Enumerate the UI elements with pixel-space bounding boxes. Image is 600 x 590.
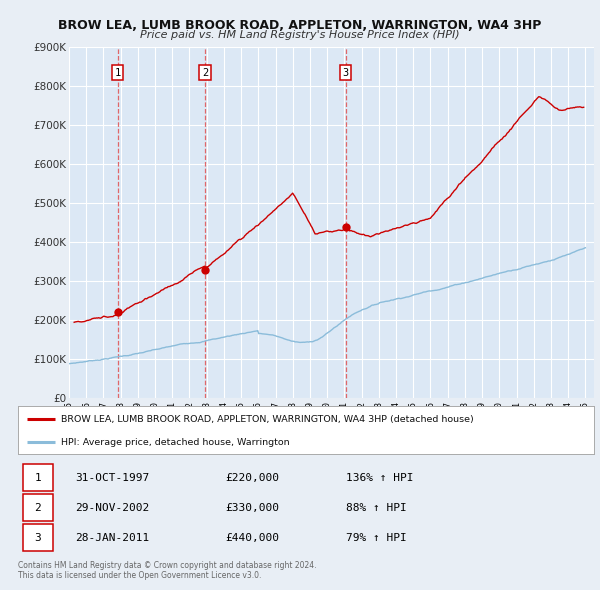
- Text: 2: 2: [34, 503, 41, 513]
- Text: 1: 1: [34, 473, 41, 483]
- Text: BROW LEA, LUMB BROOK ROAD, APPLETON, WARRINGTON, WA4 3HP: BROW LEA, LUMB BROOK ROAD, APPLETON, WAR…: [58, 19, 542, 32]
- Text: 136% ↑ HPI: 136% ↑ HPI: [346, 473, 414, 483]
- FancyBboxPatch shape: [23, 464, 53, 491]
- Text: 29-NOV-2002: 29-NOV-2002: [76, 503, 150, 513]
- Text: 88% ↑ HPI: 88% ↑ HPI: [346, 503, 407, 513]
- Text: 31-OCT-1997: 31-OCT-1997: [76, 473, 150, 483]
- FancyBboxPatch shape: [23, 494, 53, 521]
- Text: 3: 3: [343, 67, 349, 77]
- Text: HPI: Average price, detached house, Warrington: HPI: Average price, detached house, Warr…: [61, 438, 290, 447]
- Text: BROW LEA, LUMB BROOK ROAD, APPLETON, WARRINGTON, WA4 3HP (detached house): BROW LEA, LUMB BROOK ROAD, APPLETON, WAR…: [61, 415, 474, 424]
- Text: 1: 1: [115, 67, 121, 77]
- Text: 3: 3: [34, 533, 41, 543]
- Text: This data is licensed under the Open Government Licence v3.0.: This data is licensed under the Open Gov…: [18, 571, 262, 579]
- Text: £330,000: £330,000: [226, 503, 280, 513]
- Text: £220,000: £220,000: [226, 473, 280, 483]
- Text: 2: 2: [202, 67, 208, 77]
- Text: £440,000: £440,000: [226, 533, 280, 543]
- Text: Contains HM Land Registry data © Crown copyright and database right 2024.: Contains HM Land Registry data © Crown c…: [18, 561, 317, 570]
- FancyBboxPatch shape: [23, 524, 53, 550]
- Text: Price paid vs. HM Land Registry's House Price Index (HPI): Price paid vs. HM Land Registry's House …: [140, 30, 460, 40]
- Text: 28-JAN-2011: 28-JAN-2011: [76, 533, 150, 543]
- Text: 79% ↑ HPI: 79% ↑ HPI: [346, 533, 407, 543]
